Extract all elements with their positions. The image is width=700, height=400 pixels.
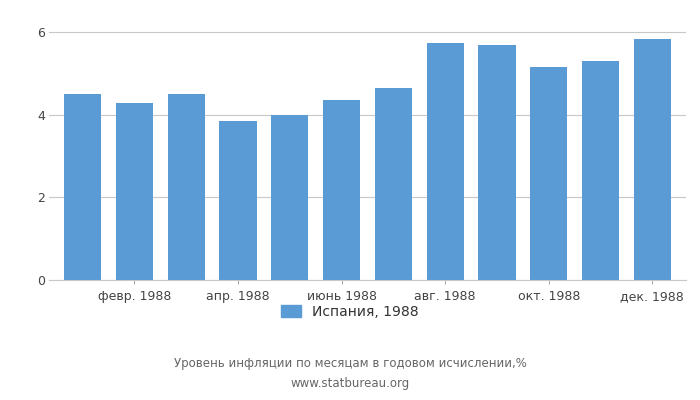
Bar <box>582 61 620 280</box>
Text: Уровень инфляции по месяцам в годовом исчислении,%: Уровень инфляции по месяцам в годовом ис… <box>174 358 526 370</box>
Bar <box>374 88 412 280</box>
Bar <box>478 45 516 280</box>
Bar <box>323 100 360 280</box>
Bar <box>271 115 309 280</box>
Bar <box>426 43 464 280</box>
Text: www.statbureau.org: www.statbureau.org <box>290 378 410 390</box>
Bar <box>219 121 257 280</box>
Bar <box>116 102 153 280</box>
Bar <box>530 68 568 280</box>
Bar <box>634 38 671 280</box>
Bar <box>64 94 102 280</box>
Bar <box>167 94 205 280</box>
Legend: Испания, 1988: Испания, 1988 <box>277 301 423 323</box>
